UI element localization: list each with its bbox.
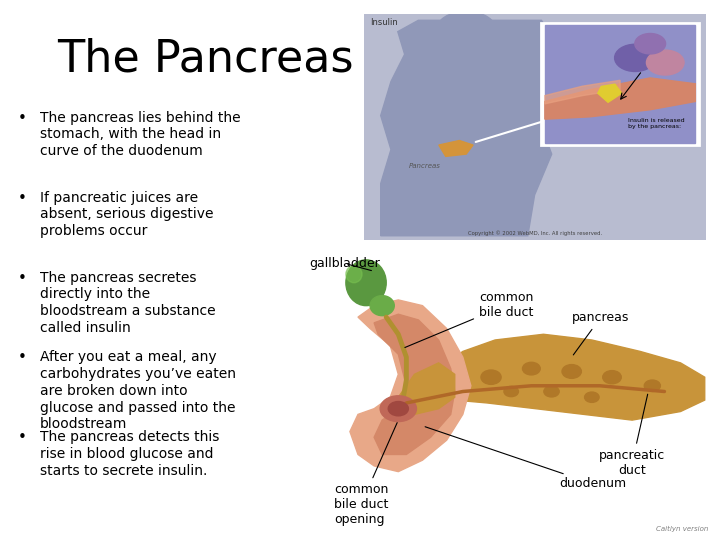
Ellipse shape [370, 295, 395, 316]
Text: common
bile duct: common bile duct [405, 291, 534, 348]
Text: If pancreatic juices are
absent, serious digestive
problems occur: If pancreatic juices are absent, serious… [40, 191, 213, 238]
Circle shape [615, 44, 656, 71]
Circle shape [585, 392, 599, 402]
Text: pancreas: pancreas [572, 312, 629, 355]
Text: After you eat a meal, any
carbohydrates you’ve eaten
are broken down into
glucos: After you eat a meal, any carbohydrates … [40, 350, 235, 431]
Circle shape [562, 364, 581, 379]
Text: Insulin: Insulin [371, 18, 398, 27]
Text: gallbladder: gallbladder [310, 257, 380, 271]
Circle shape [523, 362, 540, 375]
Text: common
bile duct
opening: common bile duct opening [334, 423, 397, 526]
Circle shape [635, 33, 665, 54]
Circle shape [544, 386, 559, 397]
Polygon shape [423, 334, 705, 420]
Text: Caitlyn version: Caitlyn version [657, 525, 708, 532]
Text: Insulin is released
by the pancreas:: Insulin is released by the pancreas: [628, 118, 685, 129]
Ellipse shape [346, 260, 386, 306]
Circle shape [603, 370, 621, 384]
Circle shape [644, 380, 660, 392]
Polygon shape [598, 84, 622, 102]
Text: The pancreas detects this
rise in blood glucose and
starts to secrete insulin.: The pancreas detects this rise in blood … [40, 430, 219, 478]
Circle shape [647, 50, 684, 75]
Polygon shape [439, 140, 473, 157]
Circle shape [388, 402, 408, 416]
Polygon shape [374, 314, 455, 455]
Text: The Pancreas: The Pancreas [58, 38, 354, 81]
Text: •: • [18, 430, 27, 445]
Bar [545, 25, 696, 143]
Text: •: • [18, 111, 27, 126]
Text: The pancreas secretes
directly into the
bloodstream a substance
called insulin: The pancreas secretes directly into the … [40, 271, 215, 335]
Circle shape [481, 370, 501, 384]
Bar [541, 23, 698, 145]
Polygon shape [398, 363, 455, 414]
Circle shape [504, 386, 518, 397]
Text: duodenum: duodenum [425, 427, 626, 490]
Polygon shape [545, 78, 696, 119]
Circle shape [380, 396, 416, 422]
Text: Pancreas: Pancreas [409, 163, 441, 169]
Circle shape [436, 11, 497, 52]
Text: •: • [18, 271, 27, 286]
Polygon shape [350, 300, 471, 471]
Polygon shape [381, 21, 552, 236]
Text: The pancreas lies behind the
stomach, with the head in
curve of the duodenum: The pancreas lies behind the stomach, wi… [40, 111, 240, 158]
Text: •: • [18, 191, 27, 206]
Text: •: • [18, 350, 27, 366]
Polygon shape [545, 80, 620, 104]
Ellipse shape [346, 266, 362, 283]
Text: pancreatic
duct: pancreatic duct [599, 394, 665, 477]
Text: Copyright © 2002 WebMD, Inc. All rights reserved.: Copyright © 2002 WebMD, Inc. All rights … [467, 230, 602, 236]
